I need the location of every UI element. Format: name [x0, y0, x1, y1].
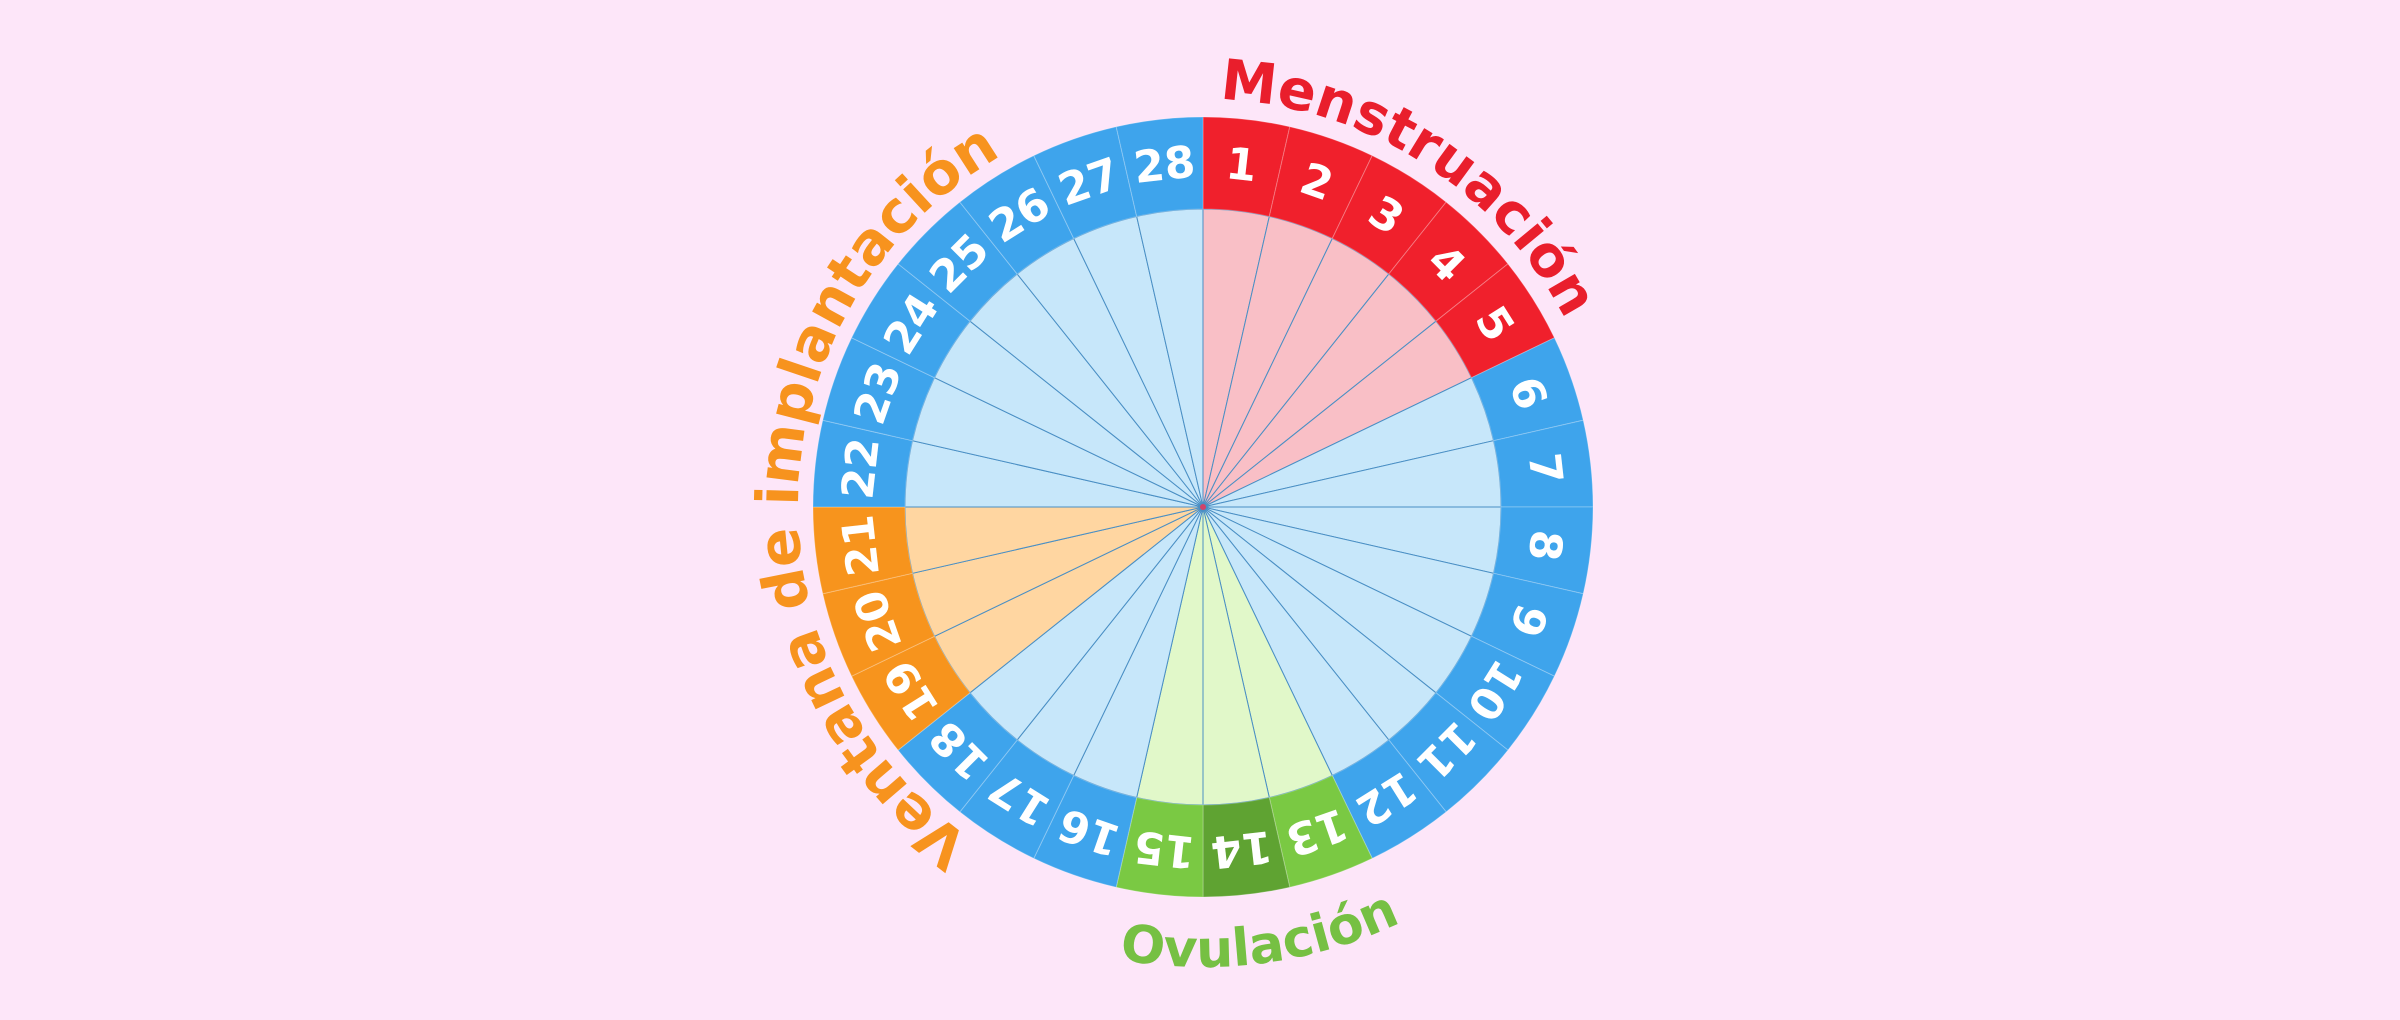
day-number: 15 — [1131, 820, 1198, 878]
day-segment — [812, 419, 914, 508]
day-number: 28 — [1131, 136, 1198, 194]
day-segment — [1268, 126, 1373, 240]
wheel: 1 234567891011121314151617181920212223242… — [812, 116, 1594, 898]
day-segment — [1115, 796, 1204, 898]
day-number: 1 — [1223, 138, 1259, 192]
center-dot — [1200, 504, 1206, 510]
day-segment — [1492, 506, 1594, 595]
day-segment — [1470, 572, 1584, 677]
day-segment — [822, 337, 936, 442]
day-segment — [1331, 154, 1447, 275]
day-segment — [1202, 116, 1291, 218]
day-segment — [1388, 201, 1509, 322]
day-number: 21 — [832, 512, 890, 579]
day-segment — [897, 201, 1018, 322]
day-number: 14 — [1208, 820, 1275, 878]
day-segment — [897, 692, 1018, 813]
day-number: 7 — [1518, 450, 1572, 486]
day-number: 8 — [1518, 527, 1572, 563]
day-number: 22 — [832, 435, 890, 502]
day-segment — [1115, 116, 1204, 218]
day-segment — [1033, 774, 1138, 888]
